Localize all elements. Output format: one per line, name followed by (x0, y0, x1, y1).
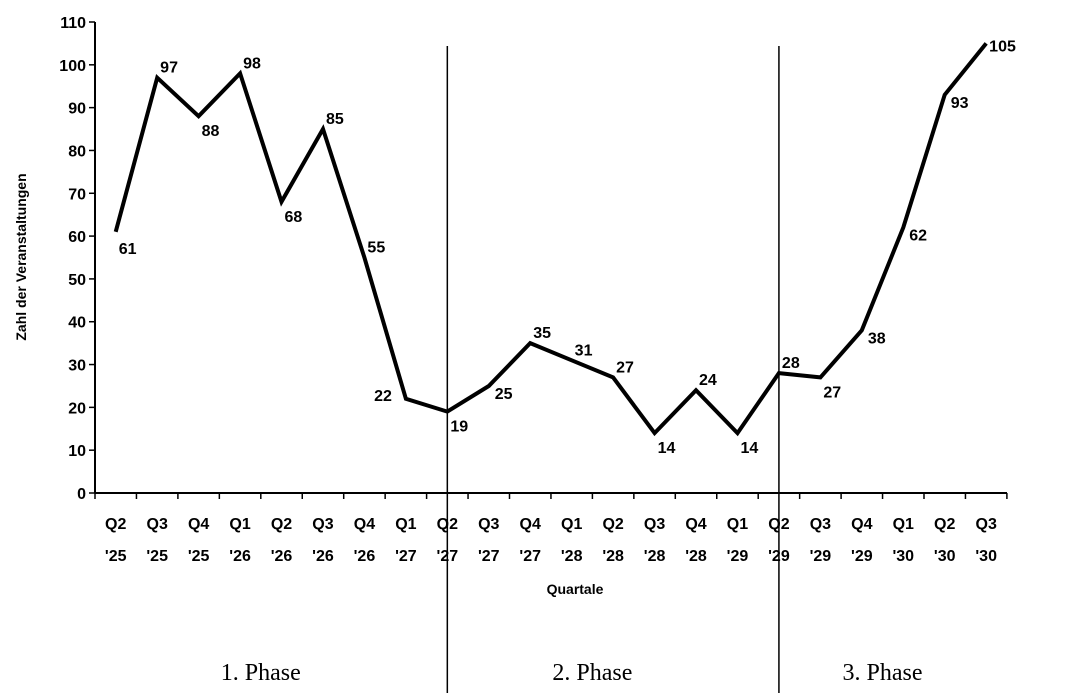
y-tick-label: 50 (68, 272, 86, 289)
data-label: 31 (575, 342, 593, 359)
x-tick-label-year: '27 (519, 548, 541, 565)
x-tick-label-year: '26 (271, 548, 293, 565)
x-tick-label-year: '25 (105, 548, 127, 565)
data-label: 14 (658, 440, 676, 457)
y-tick-label: 30 (68, 358, 86, 375)
x-tick-label-year: '25 (188, 548, 210, 565)
data-label: 27 (616, 359, 634, 376)
data-label: 22 (374, 388, 392, 405)
x-tick-label-quarter: Q1 (561, 516, 582, 533)
data-label: 35 (533, 325, 551, 342)
data-label: 62 (909, 228, 927, 245)
x-tick-label-quarter: Q4 (685, 516, 706, 533)
y-tick-label: 0 (77, 486, 86, 503)
x-tick-label-quarter: Q3 (976, 516, 997, 533)
y-tick-label: 110 (60, 15, 86, 32)
x-tick-label-year: '28 (561, 548, 583, 565)
x-tick-label-quarter: Q3 (312, 516, 333, 533)
series-group (113, 42, 988, 437)
x-tick-label-quarter: Q3 (147, 516, 168, 533)
x-tick-label-year: '26 (312, 548, 334, 565)
x-tick-label-quarter: Q3 (478, 516, 499, 533)
data-label: 14 (740, 440, 758, 457)
x-tick-label-year: '27 (478, 548, 500, 565)
x-tick-label-quarter: Q1 (727, 516, 748, 533)
data-label: 28 (782, 355, 800, 372)
data-label: 24 (699, 372, 717, 389)
x-tick-label-quarter: Q2 (934, 516, 955, 533)
data-label: 27 (823, 384, 841, 401)
y-tick-label: 10 (68, 443, 86, 460)
y-ticks: 0 10 20 30 40 50 60 70 80 90 100 110 (59, 15, 95, 503)
y-tick-label: 40 (68, 315, 86, 332)
x-tick-label-year: '27 (395, 548, 417, 565)
x-tick-label-quarter: Q4 (520, 516, 541, 533)
x-tick-label-quarter: Q2 (602, 516, 623, 533)
x-tick-label-quarter: Q4 (851, 516, 872, 533)
axes (94, 22, 1007, 494)
x-tick-label-year: '29 (727, 548, 749, 565)
phase-dividers (446, 46, 780, 693)
x-tick-label-quarter: Q4 (354, 516, 375, 533)
y-axis-title-group: Zahl der Veranstaltungen (13, 173, 29, 340)
x-tick-label-year: '28 (644, 548, 666, 565)
x-tick-label-year: '30 (975, 548, 997, 565)
data-label: 68 (285, 209, 303, 226)
data-labels: 61 97 88 98 68 85 55 22 19 25 35 31 27 14 24 14 28 27 38 62… (119, 38, 1016, 457)
x-tick-label-year: '29 (851, 548, 873, 565)
data-label: 105 (989, 38, 1016, 55)
x-tick-label-year: '26 (229, 548, 251, 565)
data-label: 25 (495, 386, 513, 403)
x-tick-label-quarter: Q2 (105, 516, 126, 533)
data-label: 97 (160, 60, 178, 77)
y-tick-label: 70 (68, 186, 86, 203)
data-label: 38 (868, 330, 886, 347)
x-tick-label-quarter: Q4 (188, 516, 209, 533)
y-tick-label: 60 (68, 229, 86, 246)
phase-label: 3. Phase (843, 660, 923, 686)
y-tick-label: 80 (68, 143, 86, 160)
series-line (113, 42, 988, 437)
x-tick-label-year: '29 (810, 548, 832, 565)
x-tick-label-quarter: Q1 (229, 516, 250, 533)
x-tick-label-quarter: Q1 (893, 516, 914, 533)
x-tick-label-year: '28 (685, 548, 707, 565)
x-tick-label-quarter: Q2 (271, 516, 292, 533)
x-tick-label-year: '30 (892, 548, 914, 565)
x-tick-label-year: '26 (354, 548, 376, 565)
x-axis-title: Quartale (547, 581, 604, 597)
y-tick-label: 100 (59, 58, 86, 75)
x-tick-label-quarter: Q3 (810, 516, 831, 533)
x-tick-label-quarter: Q1 (395, 516, 416, 533)
y-axis-title: Zahl der Veranstaltungen (13, 173, 29, 340)
data-label: 19 (450, 419, 468, 436)
phase-label: 1. Phase (221, 660, 301, 686)
x-tick-label-year: '25 (146, 548, 168, 565)
y-tick-label: 20 (68, 400, 86, 417)
phase-label: 2. Phase (552, 660, 632, 686)
x-tick-label-quarter: Q3 (644, 516, 665, 533)
data-label: 98 (243, 55, 261, 72)
data-label: 85 (326, 111, 344, 128)
phase-labels: 1. Phase 2. Phase 3. Phase (221, 660, 923, 686)
y-tick-label: 90 (68, 101, 86, 118)
x-ticks: Q2 '25 Q3 '25 Q4 '25 Q1 '26 Q2 '26 Q3 '26 Q4 '26 Q1 '27… (94, 493, 1008, 565)
data-label: 93 (951, 95, 969, 112)
x-tick-label-year: '28 (602, 548, 624, 565)
data-label: 88 (202, 123, 220, 140)
data-label: 55 (367, 240, 385, 257)
data-label: 61 (119, 241, 137, 258)
x-tick-label-year: '30 (934, 548, 956, 565)
